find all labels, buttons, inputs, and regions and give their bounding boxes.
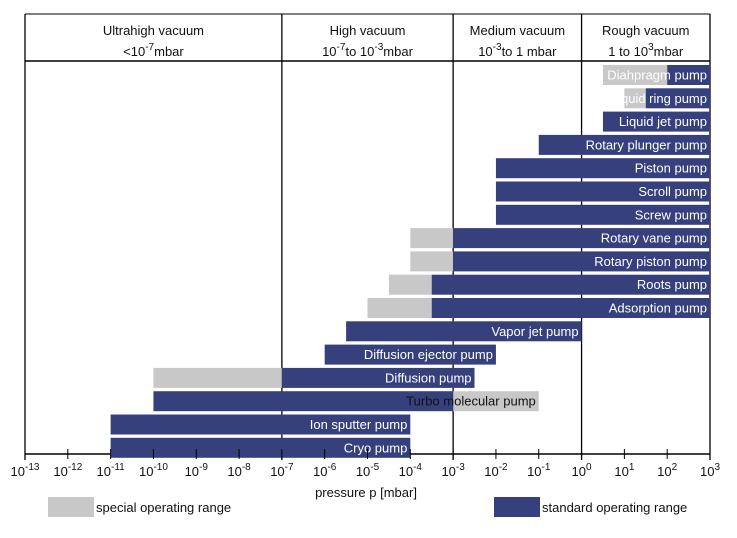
x-tick-label: 103 — [700, 462, 720, 479]
bar-standard — [495, 181, 710, 202]
bar-label: Piston pump — [635, 161, 707, 176]
x-tick-label: 10-1 — [527, 462, 551, 479]
pump-row-screw-pump: Screw pump — [495, 204, 710, 225]
x-tick-label: 10-9 — [185, 462, 209, 479]
bar-standard — [153, 391, 454, 412]
x-tick-label: 10-6 — [313, 462, 337, 479]
bar-label: Vapor jet pump — [491, 324, 578, 339]
region-name: Medium vacuum — [470, 23, 565, 38]
bar-special — [388, 274, 432, 295]
bar-label: Roots pump — [637, 277, 707, 292]
bar-label: Liquid ring pump — [611, 91, 707, 106]
legend-special-label: special operating range — [96, 500, 231, 515]
x-tick-label: 101 — [614, 462, 634, 479]
bar-special — [624, 88, 646, 109]
bars: Diahpragm pump Liquid ring pump Liquid jet… — [110, 65, 710, 458]
x-tick-label: 10-10 — [139, 462, 168, 479]
bar-standard — [324, 344, 496, 365]
bar-label: Liquid jet pump — [619, 114, 707, 129]
bar-special — [410, 228, 454, 249]
pump-row-roots-pump: Roots pump — [388, 274, 710, 295]
pump-row-adsorption-pump: Adsorption pump — [367, 298, 710, 318]
region-name: Ultrahigh vacuum — [103, 23, 204, 38]
bar-special — [453, 391, 539, 412]
x-tick-label: 100 — [572, 462, 592, 479]
region-name: High vacuum — [330, 23, 406, 38]
bar-standard — [538, 134, 710, 155]
pump-row-rotary-vane-pump: Rotary vane pump — [410, 228, 710, 249]
bar-standard — [110, 437, 411, 458]
bar-label: Screw pump — [635, 207, 707, 222]
bar-special — [367, 298, 432, 318]
x-tick-label: 10-3 — [441, 462, 465, 479]
bar-standard — [495, 204, 710, 225]
bar-special — [153, 367, 282, 388]
legend-standard-label: standard operating range — [542, 500, 687, 515]
pump-row-liquid-jet-pump: Liquid jet pump — [602, 111, 710, 132]
bar-standard — [667, 65, 710, 85]
bar-standard — [281, 367, 475, 388]
x-axis-label: pressure p [mbar] — [315, 485, 417, 500]
region-range: 10-7to 10-3mbar — [322, 42, 413, 59]
x-tick-label: 10-13 — [11, 462, 40, 479]
pump-row-rotary-plunger-pump: Rotary plunger pump — [538, 134, 710, 155]
bar-standard — [453, 228, 710, 249]
pump-row-piston-pump: Piston pump — [495, 158, 710, 179]
pump-row-ion-sputter-pump: Ion sputter pump — [110, 414, 411, 435]
x-tick-label: 10-12 — [53, 462, 82, 479]
pump-row-diahpragm-pump: Diahpragm pump — [602, 65, 710, 85]
bar-standard — [453, 251, 710, 272]
pump-row-vapor-jet-pump: Vapor jet pump — [346, 321, 582, 342]
bar-label: Cryo pump — [344, 440, 408, 455]
bar-standard — [346, 321, 582, 342]
region-name: Rough vacuum — [602, 23, 689, 38]
bar-special — [602, 65, 668, 85]
x-axis-ticks: 10-13 10-12 10-11 10-10 10-9 10-8 10-7 10-6 10-5… — [11, 449, 720, 479]
bar-label: Diffusion pump — [385, 370, 471, 385]
bar-standard — [431, 298, 710, 318]
bar-label: Rotary vane pump — [601, 231, 707, 246]
legend-special-swatch — [48, 497, 94, 517]
vacuum-regions: Ultrahigh vacuum <10-7mbar High vacuum 10-7… — [103, 23, 690, 59]
region-range: <10-7mbar — [123, 42, 184, 59]
bar-standard — [431, 274, 710, 295]
pump-row-cryo-pump: Cryo pump — [110, 437, 411, 458]
x-tick-label: 10-4 — [399, 462, 423, 479]
x-tick-label: 10-7 — [270, 462, 294, 479]
pump-row-diffusion-ejector-pump: Diffusion ejector pump — [324, 344, 496, 365]
region-ultrahigh-vacuum: Ultrahigh vacuum <10-7mbar — [103, 23, 204, 59]
bar-label: Rotary plunger pump — [586, 137, 707, 152]
x-tick-label: 10-8 — [227, 462, 251, 479]
bar-label: Rotary piston pump — [594, 254, 707, 269]
pump-row-liquid-ring-pump: Liquid ring pump — [611, 88, 710, 109]
region-rough-vacuum: Rough vacuum 1 to 103mbar — [602, 23, 689, 59]
bar-label: Ion sputter pump — [310, 417, 408, 432]
pump-row-diffusion-pump: Diffusion pump — [153, 367, 475, 388]
bar-special — [410, 251, 454, 272]
bar-label: Diffusion ejector pump — [364, 347, 493, 362]
bar-label: Scroll pump — [638, 184, 707, 199]
pump-row-turbo-molecular-pump: Turbo molecular pump — [153, 391, 539, 412]
pump-row-scroll-pump: Scroll pump — [495, 181, 710, 202]
x-tick-label: 10-5 — [356, 462, 380, 479]
bar-standard — [645, 88, 710, 109]
legend: special operating range standard operati… — [48, 497, 687, 517]
bar-label: Diahpragm pump — [607, 68, 707, 83]
region-range: 1 to 103mbar — [608, 42, 684, 59]
region-range: 10-3to 1 mbar — [478, 42, 557, 59]
bar-label: Turbo molecular pump — [406, 394, 536, 409]
pump-row-rotary-piston-pump: Rotary piston pump — [410, 251, 710, 272]
legend-standard-swatch — [494, 497, 540, 517]
region-high-vacuum: High vacuum 10-7to 10-3mbar — [322, 23, 413, 59]
x-tick-label: 10-11 — [97, 462, 126, 479]
x-tick-label: 10-2 — [484, 462, 508, 479]
region-medium-vacuum: Medium vacuum 10-3to 1 mbar — [470, 23, 565, 59]
bar-standard — [110, 414, 411, 435]
bar-label: Adsorption pump — [609, 301, 707, 316]
bar-standard — [495, 158, 710, 179]
bar-standard — [602, 111, 710, 132]
x-tick-label: 102 — [657, 462, 677, 479]
